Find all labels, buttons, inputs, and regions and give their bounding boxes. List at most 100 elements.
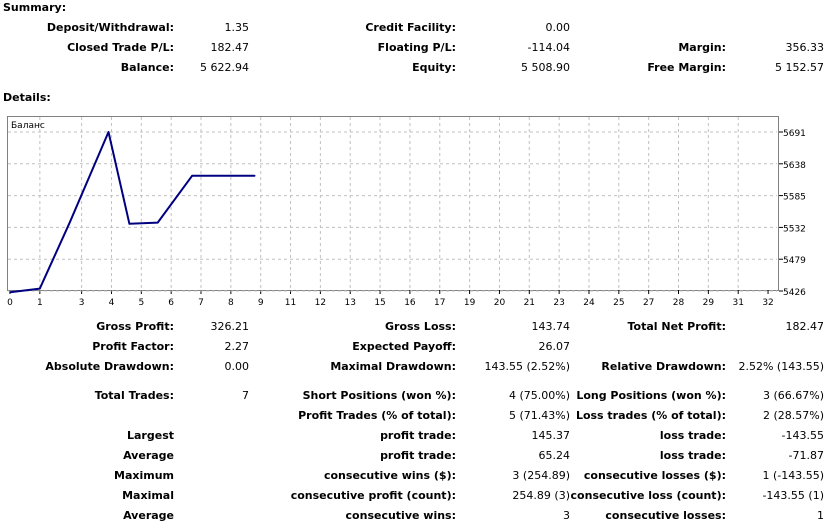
stat-value: 3 (66.67%) bbox=[762, 389, 824, 402]
stat-value: 7 bbox=[242, 389, 249, 402]
x-tick-label: 19 bbox=[464, 298, 476, 308]
summary-value: 5 152.57 bbox=[775, 61, 824, 74]
stat-label: profit trade: bbox=[380, 449, 456, 462]
stat-label: Largest bbox=[127, 429, 174, 442]
stat-label: consecutive wins ($): bbox=[323, 469, 456, 482]
x-tick-label: 28 bbox=[673, 298, 685, 308]
x-tick-label: 6 bbox=[168, 298, 174, 308]
balance-data-point bbox=[128, 223, 131, 225]
x-tick-label: 17 bbox=[434, 298, 445, 308]
stat-value: 3 (254.89) bbox=[512, 469, 570, 482]
balance-data-point bbox=[227, 175, 229, 177]
stat-value: -143.55 (1) bbox=[762, 489, 824, 502]
x-tick-label: 23 bbox=[553, 298, 564, 308]
x-tick-label: 9 bbox=[258, 298, 264, 308]
stat-value: 182.47 bbox=[785, 320, 825, 333]
stat-label: consecutive losses: bbox=[605, 509, 726, 522]
x-tick-label: 0 bbox=[7, 298, 13, 308]
balance-series-line bbox=[9, 131, 255, 294]
stat-label: Total Trades: bbox=[94, 389, 174, 402]
y-tick-label: 5638 bbox=[783, 161, 806, 171]
stat-label: loss trade: bbox=[659, 429, 726, 442]
balance-data-point bbox=[156, 221, 159, 224]
balance-data-point bbox=[107, 131, 110, 133]
stat-value: -143.55 bbox=[781, 429, 824, 442]
balance-data-point bbox=[39, 287, 41, 290]
summary-label: Free Margin: bbox=[647, 61, 726, 74]
summary-label: Balance: bbox=[120, 61, 174, 74]
stat-label: Loss trades (% of total): bbox=[575, 409, 726, 422]
summary-label: Credit Facility: bbox=[365, 21, 456, 34]
summary-heading: Summary: bbox=[3, 1, 67, 14]
stat-value: 2 (28.57%) bbox=[762, 409, 824, 422]
stat-label: consecutive loss (count): bbox=[570, 489, 726, 502]
stat-value: 0.00 bbox=[224, 360, 250, 373]
stat-value: 1 bbox=[817, 509, 824, 522]
y-tick-label: 5479 bbox=[783, 256, 806, 266]
balance-data-point bbox=[191, 175, 193, 177]
x-tick-label: 1 bbox=[37, 298, 43, 308]
x-tick-label: 7 bbox=[198, 298, 204, 308]
x-tick-label: 13 bbox=[344, 298, 355, 308]
balance-data-point bbox=[253, 175, 256, 177]
balance-chart bbox=[7, 116, 779, 291]
summary-label: Floating P/L: bbox=[377, 41, 456, 54]
summary-label: Deposit/Withdrawal: bbox=[46, 21, 174, 34]
x-tick-label: 5 bbox=[138, 298, 144, 308]
x-tick-label: 25 bbox=[613, 298, 624, 308]
stat-label: Expected Payoff: bbox=[352, 340, 456, 353]
x-tick-label: 32 bbox=[762, 298, 773, 308]
chart-title: Баланс bbox=[11, 121, 45, 131]
x-tick-label: 21 bbox=[524, 298, 535, 308]
balance-data-point bbox=[68, 221, 71, 224]
summary-value: 356.33 bbox=[785, 41, 825, 54]
stat-value: 3 bbox=[563, 509, 570, 522]
y-tick-label: 5532 bbox=[783, 224, 806, 234]
y-tick-label: 5691 bbox=[783, 129, 806, 139]
details-heading: Details: bbox=[3, 91, 51, 104]
stat-label: consecutive profit (count): bbox=[290, 489, 456, 502]
y-tick-label: 5585 bbox=[783, 193, 806, 203]
x-tick-label: 24 bbox=[583, 298, 595, 308]
stat-label: Short Positions (won %): bbox=[302, 389, 456, 402]
x-tick-label: 31 bbox=[732, 298, 743, 308]
stat-value: 326.21 bbox=[210, 320, 250, 333]
stat-label: Maximal Drawdown: bbox=[330, 360, 456, 373]
summary-value: 1.35 bbox=[224, 21, 250, 34]
stat-value: 65.24 bbox=[538, 449, 571, 462]
stat-value: 2.52% (143.55) bbox=[738, 360, 824, 373]
summary-label: Closed Trade P/L: bbox=[67, 41, 174, 54]
x-tick-label: 8 bbox=[228, 298, 234, 308]
stat-label: Profit Trades (% of total): bbox=[298, 409, 456, 422]
stat-label: Relative Drawdown: bbox=[601, 360, 726, 373]
stat-label: consecutive losses ($): bbox=[583, 469, 726, 482]
summary-value: 0.00 bbox=[545, 21, 571, 34]
stat-label: Total Net Profit: bbox=[627, 320, 727, 333]
stat-label: Gross Loss: bbox=[385, 320, 456, 333]
stat-label: Average bbox=[123, 509, 174, 522]
stat-value: 145.37 bbox=[531, 429, 571, 442]
summary-label: Margin: bbox=[678, 41, 726, 54]
stat-label: Average bbox=[123, 449, 174, 462]
summary-value: 5 622.94 bbox=[200, 61, 249, 74]
stat-label: loss trade: bbox=[659, 449, 726, 462]
x-tick-label: 16 bbox=[404, 298, 416, 308]
stat-label: Long Positions (won %): bbox=[576, 389, 726, 402]
summary-label: Equity: bbox=[412, 61, 456, 74]
x-tick-label: 11 bbox=[285, 298, 296, 308]
stat-label: consecutive wins: bbox=[345, 509, 456, 522]
stat-value: 1 (-143.55) bbox=[762, 469, 824, 482]
stat-value: -71.87 bbox=[788, 449, 824, 462]
stat-label: Absolute Drawdown: bbox=[45, 360, 174, 373]
balance-data-point bbox=[9, 291, 11, 294]
stat-label: profit trade: bbox=[380, 429, 456, 442]
stat-value: 143.74 bbox=[531, 320, 571, 333]
x-tick-label: 29 bbox=[703, 298, 715, 308]
stat-value: 143.55 (2.52%) bbox=[484, 360, 570, 373]
x-tick-label: 27 bbox=[643, 298, 654, 308]
x-tick-label: 12 bbox=[315, 298, 326, 308]
stat-label: Gross Profit: bbox=[96, 320, 174, 333]
summary-value: 182.47 bbox=[210, 41, 250, 54]
stat-value: 254.89 (3) bbox=[512, 489, 570, 502]
summary-value: -114.04 bbox=[527, 41, 570, 54]
